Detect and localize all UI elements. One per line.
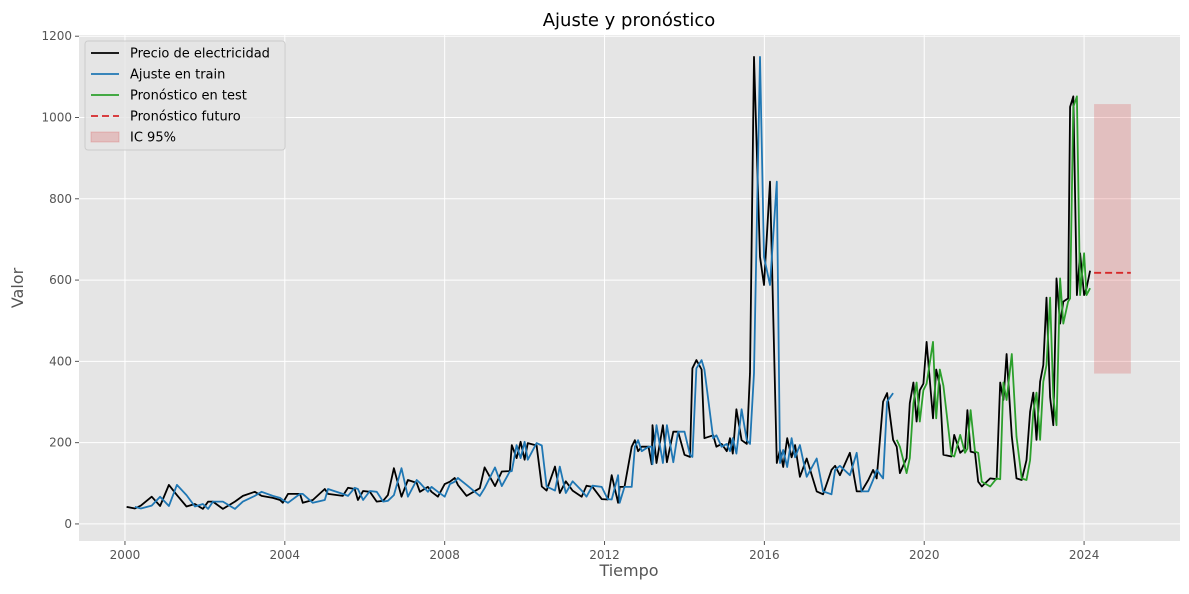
confidence-band-layer: [1094, 104, 1131, 374]
y-axis-label: Valor: [8, 267, 27, 308]
x-tick-label: 2024: [1069, 548, 1100, 562]
x-axis-label: Tiempo: [598, 561, 658, 580]
legend-entry: Pronóstico futuro: [91, 110, 241, 125]
legend: Precio de electricidad Ajuste en train Pro…: [84, 40, 286, 151]
x-axis: 2000 2004 2008 2012 2016 2020 2024: [110, 541, 1100, 562]
y-tick-label: 600: [49, 273, 72, 287]
y-tick-label: 800: [49, 192, 72, 206]
y-tick-label: 1000: [41, 111, 72, 125]
legend-label: Pronóstico futuro: [130, 110, 241, 125]
legend-entry: Ajuste en train: [91, 68, 225, 83]
y-tick-label: 1200: [41, 29, 72, 43]
series-line-pronostico-en-test: [895, 95, 1091, 488]
legend-entry: IC 95%: [90, 131, 176, 146]
x-tick-label: 2012: [589, 548, 620, 562]
legend-label: Pronóstico en test: [130, 89, 247, 104]
y-tick-label: 400: [49, 354, 72, 368]
legend-swatch: [90, 131, 120, 143]
chart-title: Ajuste y pronóstico: [543, 10, 716, 31]
legend-label: Ajuste en train: [130, 68, 225, 83]
legend-entry: Pronóstico en test: [91, 89, 247, 104]
x-tick-label: 2000: [110, 548, 141, 562]
series-line-ajuste-en-train: [134, 56, 894, 510]
legend-box: [84, 40, 286, 151]
x-tick-label: 2016: [749, 548, 780, 562]
x-tick-label: 2008: [429, 548, 460, 562]
legend-entry: Precio de electricidad: [91, 47, 270, 62]
y-tick-label: 0: [64, 517, 72, 531]
legend-label: Precio de electricidad: [130, 47, 270, 62]
y-axis: 0 200 400 600 800 1000 1200: [41, 29, 79, 531]
grid: [79, 35, 1180, 541]
series-layer: [126, 56, 1131, 510]
x-tick-label: 2004: [270, 548, 301, 562]
y-tick-label: 200: [49, 436, 72, 450]
legend-label: IC 95%: [130, 131, 176, 146]
confidence-interval-band: [1094, 104, 1131, 374]
x-tick-label: 2020: [909, 548, 940, 562]
